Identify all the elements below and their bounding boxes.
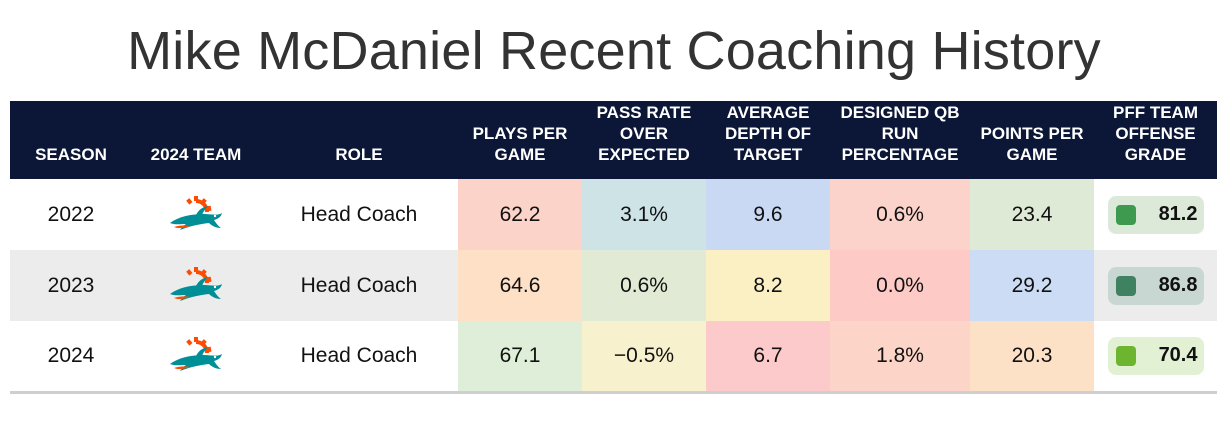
- grade-swatch: [1115, 345, 1136, 366]
- qb-run-cell: 0.0%: [830, 250, 970, 321]
- season-cell: 2022: [47, 202, 95, 226]
- grade-cell: 81.2: [1094, 179, 1217, 250]
- plays-cell: 67.1: [458, 321, 582, 394]
- qb-run-cell: 1.8%: [830, 321, 970, 394]
- col-header-offense-grade[interactable]: PFF TEAM OFFENSE GRADE: [1094, 101, 1217, 179]
- prox-cell: 3.1%: [582, 179, 706, 250]
- col-header-designed-qb-run[interactable]: DESIGNED QB RUN PERCENTAGE: [830, 101, 970, 179]
- qb-run-cell: 0.6%: [830, 179, 970, 250]
- grade-value: 86.8: [1158, 274, 1198, 296]
- adot-cell: 9.6: [706, 179, 830, 250]
- team-cell: [132, 321, 260, 394]
- col-header-average-depth-of-target[interactable]: AVERAGE DEPTH OF TARGET: [706, 101, 830, 179]
- team-cell: [132, 250, 260, 321]
- ppg-cell: 20.3: [970, 321, 1094, 394]
- plays-cell: 64.6: [458, 250, 582, 321]
- season-cell: 2024: [10, 321, 132, 394]
- grade-badge: 70.4: [1107, 336, 1204, 375]
- role-cell: Head Coach: [300, 202, 418, 226]
- prox-cell: 0.6%: [582, 250, 706, 321]
- page-title: Mike McDaniel Recent Coaching History: [127, 21, 1101, 81]
- col-header-team[interactable]: 2024 TEAM: [132, 101, 260, 179]
- col-header-role[interactable]: ROLE: [260, 101, 458, 179]
- season-cell: 2023: [10, 250, 132, 321]
- plays-cell: 62.2: [458, 179, 582, 250]
- adot-cell: 6.7: [706, 321, 830, 394]
- grade-cell: 70.4: [1094, 321, 1217, 394]
- miami-dolphins-logo-icon: [166, 266, 226, 306]
- adot-cell: 8.2: [706, 250, 830, 321]
- col-header-pass-rate-over-expected[interactable]: PASS RATE OVER EXPECTED: [582, 101, 706, 179]
- role-cell: Head Coach: [260, 250, 458, 321]
- miami-dolphins-logo-icon: [166, 336, 226, 376]
- grade-cell: 86.8: [1094, 250, 1217, 321]
- ppg-cell: 29.2: [970, 250, 1094, 321]
- miami-dolphins-logo-icon: [166, 195, 226, 235]
- col-header-points-per-game[interactable]: POINTS PER GAME: [970, 101, 1094, 179]
- grade-badge: 86.8: [1107, 266, 1204, 305]
- team-cell: [132, 179, 260, 250]
- ppg-cell: 23.4: [970, 179, 1094, 250]
- role-cell: Head Coach: [260, 321, 458, 394]
- grade-value: 70.4: [1158, 344, 1198, 367]
- prox-cell: −0.5%: [582, 321, 706, 394]
- coaching-history-table: SEASON 2024 TEAM ROLE PLAYS PER GAME PAS…: [10, 101, 1217, 394]
- table-row: 2022 Head Coach 62.2 3.1% 9.6 0.6% 23.4 …: [10, 179, 1217, 250]
- col-header-season[interactable]: SEASON: [10, 101, 132, 179]
- grade-swatch: [1115, 204, 1136, 225]
- grade-badge: 81.2: [1107, 195, 1204, 234]
- grade-swatch: [1115, 275, 1136, 296]
- grade-value: 81.2: [1158, 203, 1198, 225]
- col-header-plays-per-game[interactable]: PLAYS PER GAME: [458, 101, 582, 179]
- table-row: 2023 Head Coach 64.6 0.6% 8.2 0.0% 29.2 …: [10, 250, 1217, 321]
- header-row: SEASON 2024 TEAM ROLE PLAYS PER GAME PAS…: [10, 101, 1217, 179]
- table-row: 2024 Head Coach 67.1 −0.5% 6.7 1.8% 20.3…: [10, 321, 1217, 394]
